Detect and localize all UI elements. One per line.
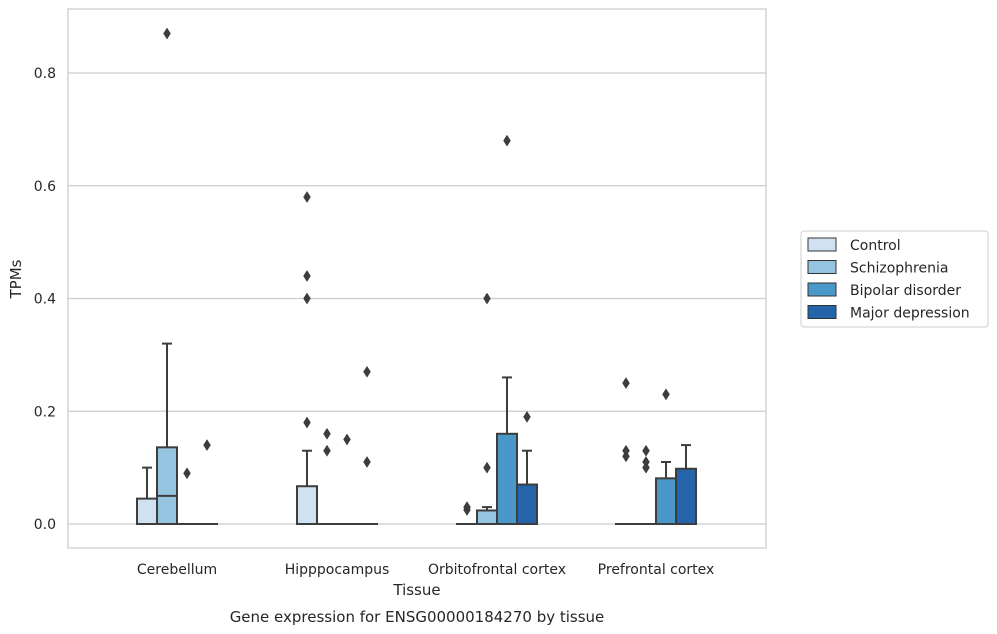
outlier-point — [303, 416, 311, 429]
legend: Control Schizophrenia Bipolar disorder Majo… — [800, 230, 989, 328]
y-tick-label: 0.2 — [34, 404, 56, 420]
outlier-point — [662, 388, 670, 401]
outlier-point — [523, 410, 531, 423]
legend-swatch — [807, 305, 837, 319]
outlier-point — [363, 456, 371, 468]
outlier-point — [323, 427, 331, 440]
y-axis-title: TPMs — [7, 259, 25, 299]
y-tick-labels: 0.0 0.2 0.4 0.6 0.8 — [34, 66, 56, 533]
boxes — [136, 27, 697, 526]
box-1-2 — [336, 433, 358, 526]
box-0-2 — [176, 467, 198, 526]
legend-label: Major depression — [850, 306, 970, 322]
outlier-point — [642, 444, 650, 457]
box-2-0 — [456, 501, 478, 526]
box-3-2 — [655, 388, 677, 525]
x-tick-label: Orbitofrontal cortex — [428, 562, 566, 578]
x-axis-title: Tissue — [392, 581, 440, 599]
iqr-box — [675, 467, 697, 526]
iqr-box — [156, 446, 178, 525]
box-3-3 — [675, 444, 697, 526]
iqr-box — [655, 477, 677, 525]
box-2-3 — [516, 410, 538, 526]
box-3-0 — [615, 377, 637, 526]
legend-frame — [800, 230, 989, 328]
legend-swatch — [807, 260, 837, 274]
outlier-point — [483, 461, 491, 474]
x-tick-labels: Cerebellum Hipppocampus Orbitofrontal cort… — [137, 562, 714, 578]
x-tick-label: Hipppocampus — [285, 562, 390, 578]
outlier-point — [503, 134, 511, 147]
legend-label: Schizophrenia — [850, 261, 948, 277]
outlier-point — [303, 191, 311, 203]
outlier-point — [323, 444, 331, 457]
legend-label: Bipolar disorder — [850, 283, 961, 299]
legend-swatch — [807, 282, 837, 297]
iqr-box — [496, 432, 518, 525]
outlier-point — [303, 292, 311, 305]
box-0-1 — [156, 27, 178, 525]
outlier-point — [163, 27, 171, 40]
outlier-point — [303, 269, 311, 282]
x-tick-label: Prefrontal cortex — [598, 562, 715, 578]
box-1-3 — [356, 365, 378, 526]
outlier-point — [343, 433, 351, 446]
outlier-point — [363, 365, 371, 378]
legend-label: Control — [850, 238, 901, 254]
y-tick-label: 0.0 — [34, 517, 56, 533]
box-3-1 — [635, 444, 657, 526]
x-tick-label: Cerebellum — [137, 562, 217, 578]
outlier-point — [183, 467, 191, 480]
outlier-point — [203, 439, 211, 452]
box-2-2 — [496, 134, 518, 525]
iqr-box — [476, 509, 498, 526]
y-tick-label: 0.8 — [34, 66, 56, 82]
box-1-1 — [316, 427, 338, 526]
iqr-box — [516, 483, 538, 526]
y-tick-label: 0.4 — [34, 292, 56, 308]
iqr-box — [296, 485, 318, 526]
outlier-point — [622, 444, 630, 457]
outlier-point — [483, 292, 491, 305]
iqr-box — [136, 497, 158, 526]
outlier-point — [463, 503, 471, 516]
legend-swatch — [807, 237, 837, 252]
box-2-1 — [476, 292, 498, 526]
outlier-point — [642, 456, 650, 468]
y-tick-label: 0.6 — [34, 179, 56, 195]
chart-caption: Gene expression for ENSG00000184270 by t… — [230, 608, 605, 626]
box-0-3 — [196, 439, 218, 526]
plot-frame — [67, 8, 767, 549]
box-1-0 — [296, 191, 318, 526]
outlier-point — [622, 377, 630, 390]
box-0-0 — [136, 466, 158, 526]
